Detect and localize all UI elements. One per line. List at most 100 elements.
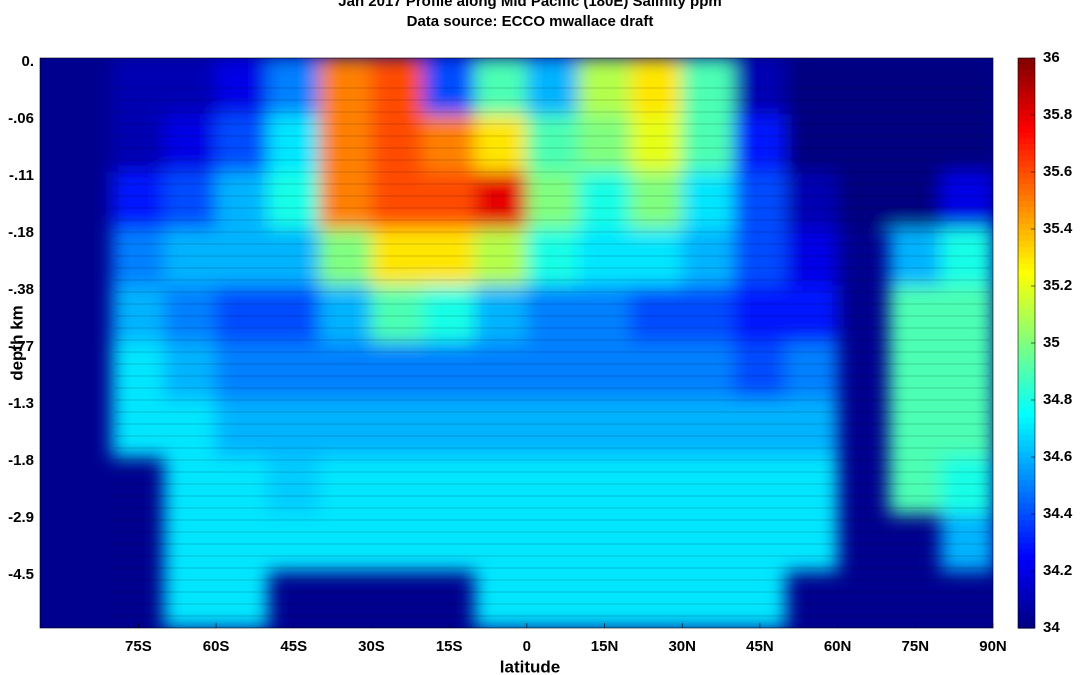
heatmap-cell (681, 285, 735, 344)
heatmap-cell (422, 399, 476, 458)
colorbar-segment (1018, 605, 1035, 612)
colorbar-segment (1018, 234, 1035, 241)
x-tick-label: 45S (280, 638, 307, 655)
heatmap-cell (681, 342, 735, 401)
colorbar-segment (1018, 223, 1035, 230)
heatmap-cell (267, 114, 321, 173)
heatmap-cell (370, 58, 424, 116)
heatmap-cell (629, 342, 683, 401)
heatmap-cell (163, 114, 217, 173)
colorbar-segment (1018, 211, 1035, 219)
heatmap-cell (422, 228, 476, 287)
heatmap-cell (267, 285, 321, 344)
colorbar-segment (1018, 582, 1035, 589)
colorbar-segment (1018, 58, 1035, 65)
colorbar-segment (1018, 92, 1035, 99)
colorbar-segment (1018, 599, 1035, 606)
colorbar-segment (1018, 571, 1035, 578)
heatmap-cell (422, 285, 476, 344)
heatmap-cell (578, 342, 631, 401)
colorbar-segment (1018, 314, 1035, 321)
colorbar-segment (1018, 200, 1035, 207)
heatmap-cell (215, 114, 269, 173)
heatmap-cell (629, 228, 683, 287)
heatmap-cell (629, 456, 683, 515)
colorbar-tick-label: 35.2 (1043, 277, 1072, 294)
heatmap-cell (733, 456, 787, 515)
heatmap-cell (163, 399, 217, 458)
heatmap-cell (785, 285, 839, 344)
colorbar-segment (1018, 514, 1035, 521)
heatmap-cell (319, 456, 372, 515)
colorbar-segment (1018, 291, 1035, 298)
heatmap-cell (578, 570, 631, 628)
heatmap-cell (681, 171, 735, 230)
heatmap-cell (163, 570, 217, 628)
heatmap (112, 58, 993, 628)
colorbar-segment (1018, 69, 1035, 76)
heatmap-cell (733, 171, 787, 230)
heatmap-cell (474, 456, 528, 515)
colorbar-segment (1018, 297, 1035, 304)
colorbar-segment (1018, 115, 1035, 122)
heatmap-cell (526, 285, 580, 344)
heatmap-cell (112, 114, 165, 173)
colorbar-segment (1018, 75, 1035, 82)
heatmap-cell (733, 58, 787, 116)
heatmap-cell (112, 228, 165, 287)
heatmap-cell (940, 228, 993, 287)
colorbar-tick-label: 34.6 (1043, 448, 1072, 465)
heatmap-cell (267, 171, 321, 230)
colorbar-segment (1018, 246, 1035, 253)
x-tick-label: 15S (436, 638, 463, 655)
colorbar-segment (1018, 229, 1035, 236)
heatmap-cell (163, 285, 217, 344)
colorbar-segment (1018, 519, 1035, 526)
heatmap-cell (370, 228, 424, 287)
colorbar-segment (1018, 422, 1035, 430)
heatmap-cell (733, 228, 787, 287)
heatmap-cell (215, 456, 269, 515)
colorbar-segment (1018, 388, 1035, 395)
heatmap-cell (681, 399, 735, 458)
colorbar-segment (1018, 462, 1035, 469)
heatmap-cell (785, 513, 839, 572)
heatmap-cell (319, 228, 372, 287)
heatmap-cell (370, 513, 424, 572)
colorbar-segment (1018, 240, 1035, 247)
x-axis-label: latitude (500, 657, 560, 675)
colorbar-segment (1018, 451, 1035, 458)
colorbar-segment (1018, 479, 1035, 487)
heatmap-cell (474, 114, 528, 173)
colorbar-segment (1018, 616, 1035, 623)
colorbar-segment (1018, 251, 1035, 259)
colorbar-segment (1018, 588, 1035, 595)
colorbar-segment (1018, 485, 1035, 492)
heatmap-cell (267, 58, 321, 116)
heatmap-cell (681, 114, 735, 173)
y-tick-label: -1.3 (8, 395, 34, 412)
colorbar-segment (1018, 160, 1035, 167)
heatmap-cell (940, 58, 993, 116)
heatmap-cell (785, 171, 839, 230)
colorbar-segment (1018, 365, 1035, 373)
heatmap-cell (370, 285, 424, 344)
colorbar-tick-label: 36 (1043, 49, 1060, 66)
heatmap-cell (888, 228, 942, 287)
y-tick-label: 0. (21, 53, 34, 70)
texture (115, 87, 990, 617)
heatmap-cell (785, 228, 839, 287)
heatmap-cell (629, 58, 683, 116)
heatmap-cell (422, 513, 476, 572)
colorbar-segment (1018, 508, 1035, 515)
heatmap-cell (785, 114, 839, 173)
heatmap-cell (888, 342, 942, 401)
heatmap-cell (163, 456, 217, 515)
colorbar-tick-label: 34.2 (1043, 562, 1072, 579)
heatmap-cell (422, 342, 476, 401)
heatmap-cell (422, 114, 476, 173)
heatmap-cell (526, 456, 580, 515)
heatmap-cell (940, 456, 993, 515)
colorbar-segment (1018, 371, 1035, 378)
